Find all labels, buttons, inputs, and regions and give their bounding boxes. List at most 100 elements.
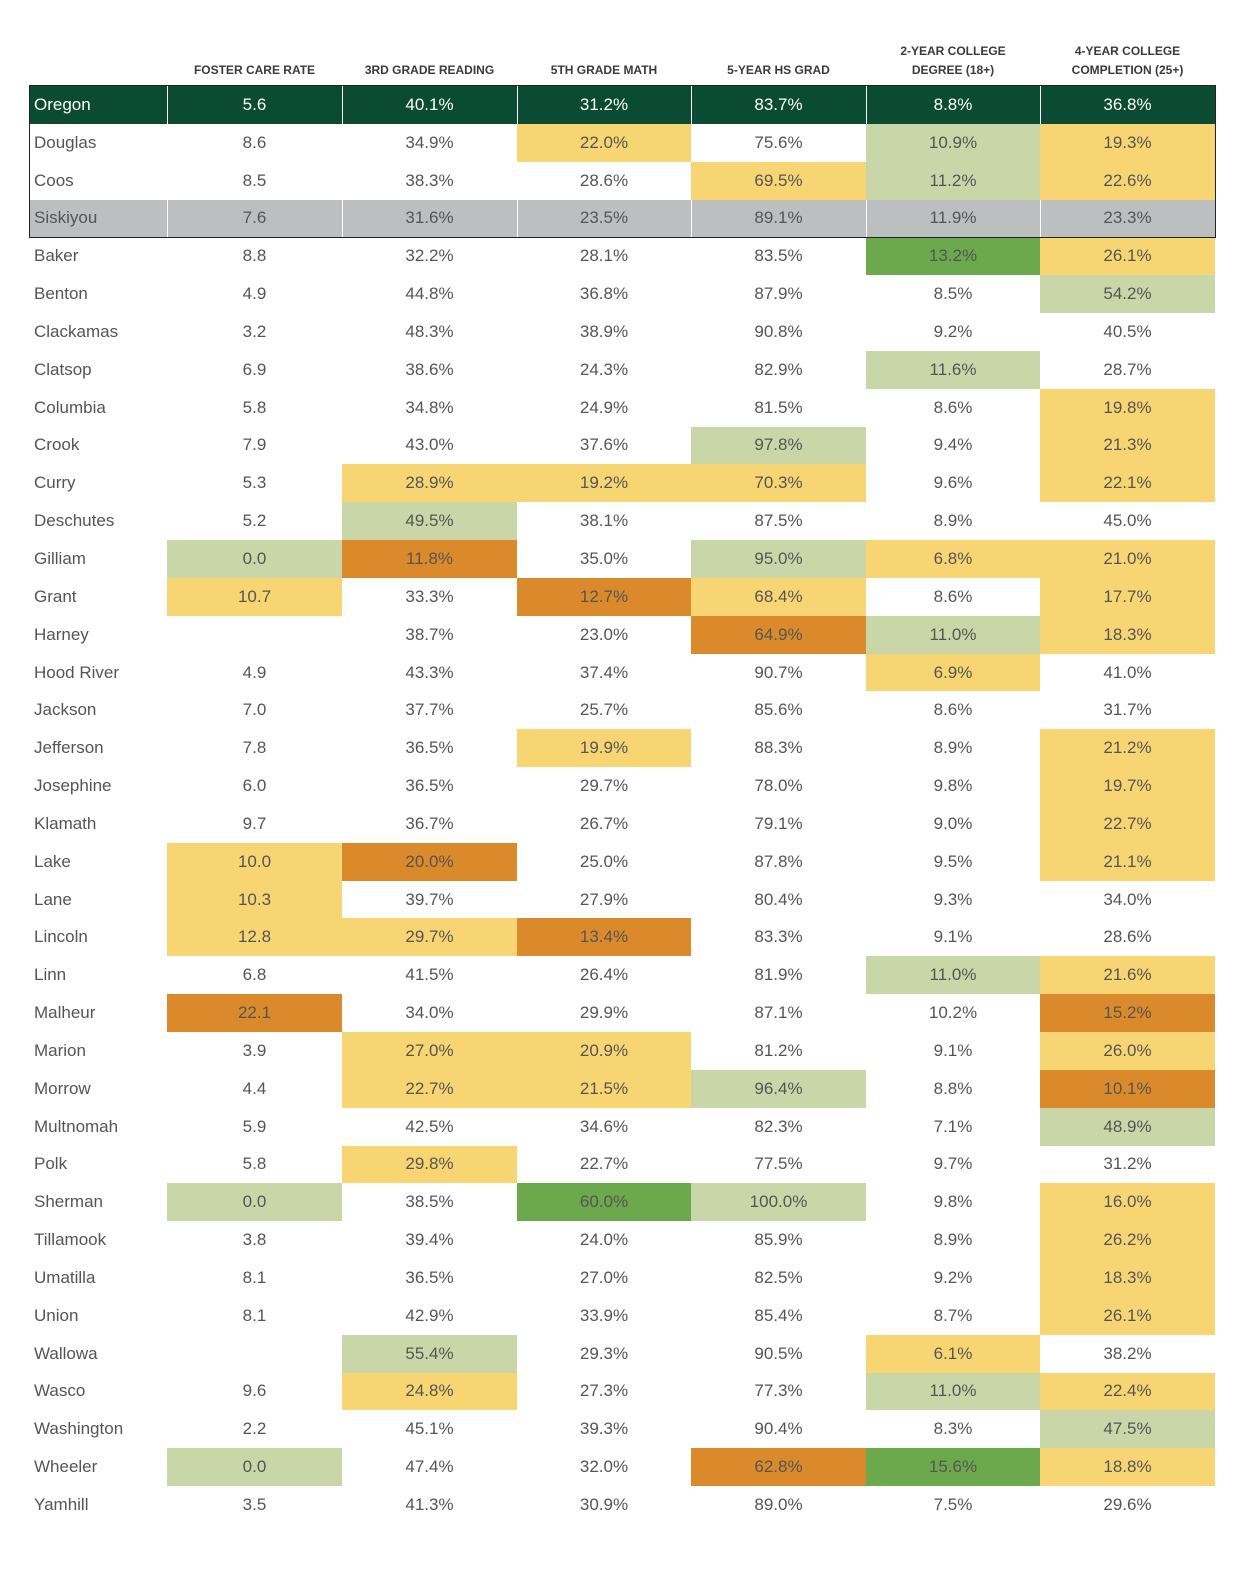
cell: 36.8%: [579, 284, 629, 304]
cell: 22.7%: [579, 1154, 629, 1174]
cell: 34.0%: [1103, 889, 1152, 909]
cell: 4.4: [242, 1078, 267, 1098]
cell: 34.0%: [405, 1003, 454, 1023]
cell: 0.0: [167, 1183, 342, 1222]
cell: 18.3%: [1040, 615, 1215, 654]
cell: 9.0%: [933, 813, 973, 833]
cell: 10.9%: [866, 123, 1040, 162]
cell: 39.3%: [579, 1419, 629, 1439]
cell: 85.4%: [754, 1305, 803, 1325]
cell: 64.9%: [691, 615, 866, 654]
cell: 38.7%: [405, 624, 454, 644]
row-label: Curry: [34, 473, 76, 493]
cell: 21.5%: [517, 1069, 691, 1108]
cell: [167, 1335, 342, 1373]
cell: 8.6%: [933, 700, 973, 720]
row-label: Josephine: [34, 776, 112, 796]
cell: 6.8: [242, 965, 267, 985]
cell: 19.9%: [517, 729, 691, 768]
column-header: 5TH GRADE MATH: [550, 63, 658, 77]
cell-divider: [866, 86, 867, 124]
cell: 77.5%: [754, 1154, 803, 1174]
cell: 9.2%: [933, 1267, 973, 1287]
row-label: Jackson: [34, 700, 97, 720]
cell: 87.9%: [754, 284, 803, 304]
cell: 41.5%: [405, 965, 454, 985]
cell: 28.7%: [1103, 359, 1152, 379]
cell: 34.8%: [405, 397, 454, 417]
cell: 8.7%: [933, 1305, 973, 1325]
cell: 6.9: [242, 359, 267, 379]
cell: 0.0: [167, 1448, 342, 1487]
cell: 43.0%: [405, 435, 454, 455]
cell: 17.7%: [1040, 577, 1215, 616]
row-label: Wallowa: [34, 1343, 98, 1363]
cell: 29.7%: [342, 918, 517, 957]
cell: 3.2: [242, 321, 267, 341]
cell: 9.8%: [933, 1192, 973, 1212]
row-label: Jefferson: [34, 738, 104, 758]
row-label: Deschutes: [34, 511, 115, 531]
cell: 8.9%: [933, 738, 973, 758]
cell: 38.1%: [579, 511, 629, 531]
cell: 22.4%: [1040, 1372, 1215, 1411]
column-header: 3RD GRADE READING: [364, 63, 495, 77]
cell: 33.9%: [579, 1305, 629, 1325]
cell: 87.1%: [754, 1003, 803, 1023]
cell: 31.2%: [517, 86, 691, 124]
cell: 8.3%: [933, 1419, 973, 1439]
cell: 6.9%: [866, 653, 1040, 692]
row-label: Malheur: [34, 1003, 96, 1023]
row-label: Union: [34, 1305, 79, 1325]
cell: 9.8%: [933, 776, 973, 796]
cell: 11.6%: [866, 350, 1040, 389]
row-label: Columbia: [34, 397, 106, 417]
cell: 7.9: [242, 435, 267, 455]
cell: 27.0%: [342, 1032, 517, 1070]
cell: 25.0%: [579, 851, 629, 871]
cell: 37.6%: [579, 435, 629, 455]
cell: 36.5%: [405, 738, 454, 758]
row-label: Washington: [34, 1419, 124, 1439]
cell: 32.2%: [405, 246, 454, 266]
row-label: Marion: [34, 1040, 86, 1060]
row-label: Siskiyou: [30, 199, 167, 238]
cell: 96.4%: [691, 1069, 866, 1108]
cell: 27.0%: [579, 1267, 629, 1287]
cell: 29.7%: [579, 776, 629, 796]
cell: 10.3: [167, 880, 342, 919]
cell: 9.3%: [933, 889, 973, 909]
row-label: Sherman: [34, 1192, 103, 1212]
cell: 9.6%: [933, 473, 973, 493]
cell: 19.2%: [517, 464, 691, 503]
cell: 12.8: [167, 918, 342, 957]
cell: 89.0%: [754, 1494, 803, 1514]
cell: 83.7%: [691, 86, 866, 124]
cell: 11.9%: [866, 199, 1040, 238]
cell: 83.5%: [754, 246, 803, 266]
cell: 18.3%: [1040, 1259, 1215, 1297]
cell-divider: [1040, 86, 1041, 124]
cell: 9.7%: [933, 1154, 973, 1174]
cell: 22.6%: [1040, 161, 1215, 200]
cell: 7.8: [242, 738, 267, 758]
cell-divider: [517, 199, 518, 238]
cell: 7.1%: [933, 1116, 973, 1136]
cell: 6.1%: [866, 1334, 1040, 1373]
cell: 49.5%: [342, 502, 517, 541]
cell: 19.3%: [1040, 123, 1215, 162]
cell-divider: [691, 199, 692, 238]
cell: 28.6%: [579, 170, 629, 190]
row-label: Coos: [34, 170, 74, 190]
cell: 18.8%: [1040, 1448, 1215, 1487]
row-label: Multnomah: [34, 1116, 119, 1136]
cell: 41.3%: [405, 1494, 454, 1514]
cell: 5.8: [242, 1154, 267, 1174]
cell: 60.0%: [517, 1183, 691, 1222]
cell: 7.6: [167, 199, 342, 238]
cell: 42.9%: [405, 1305, 454, 1325]
cell: 29.6%: [1103, 1494, 1152, 1514]
cell: 24.3%: [579, 359, 629, 379]
cell: 27.9%: [579, 889, 629, 909]
